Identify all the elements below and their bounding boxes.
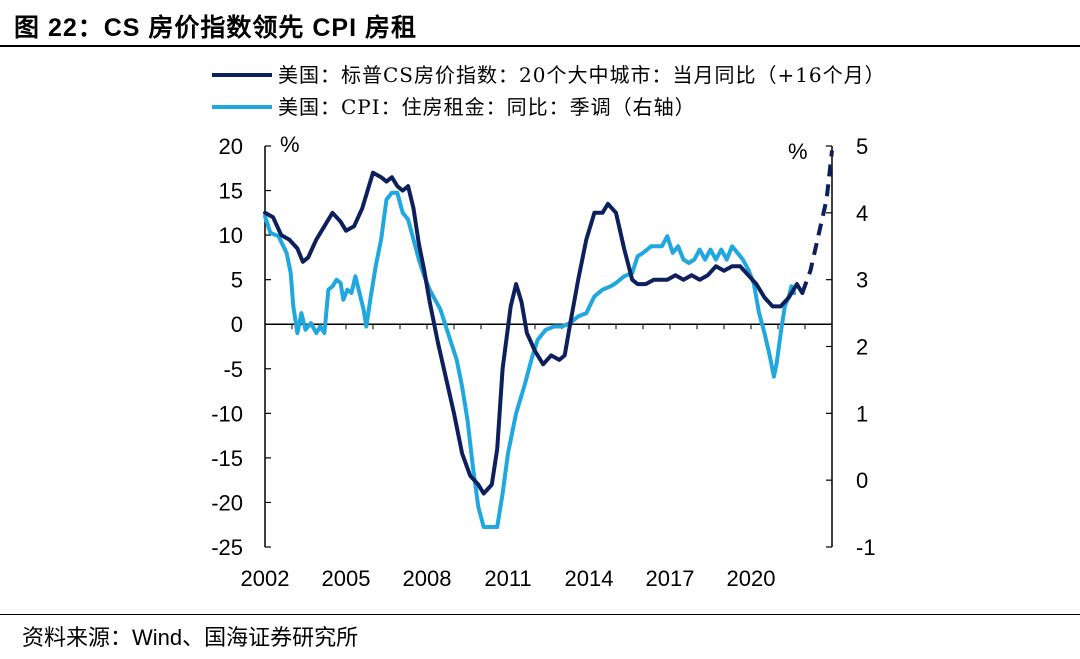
- right-tick-label: 2: [856, 335, 868, 360]
- right-tick-label: 0: [856, 468, 868, 493]
- legend-label-case-shiller: 美国：标普CS房价指数：20个大中城市：当月同比（+16个月）: [278, 63, 886, 87]
- left-tick-label: -15: [211, 446, 243, 471]
- legend: 美国：标普CS房价指数：20个大中城市：当月同比（+16个月） 美国：CPI：住…: [212, 63, 886, 119]
- left-tick-label: -10: [211, 401, 243, 426]
- title-rule: [0, 45, 1080, 47]
- chart-title: 图 22：CS 房价指数领先 CPI 房租: [14, 14, 417, 42]
- right-tick-label: 5: [856, 134, 868, 159]
- x-tick-label: 2017: [646, 566, 695, 591]
- left-tick-label: 10: [219, 223, 243, 248]
- x-axis-ticks: 2002 2005 2008 2011 2014 2017 2020: [241, 324, 833, 591]
- left-tick-label: -5: [223, 357, 243, 382]
- right-tick-label: 4: [856, 201, 868, 226]
- right-tick-label: 3: [856, 268, 868, 293]
- source-note: 资料来源：Wind、国海证券研究所: [22, 625, 359, 650]
- x-tick-label: 2002: [241, 566, 290, 591]
- right-tick-label: 1: [856, 401, 868, 426]
- right-axis-unit: %: [788, 139, 808, 164]
- series-layer: [263, 150, 834, 529]
- right-tick-label: -1: [856, 535, 876, 560]
- left-tick-label: 20: [219, 134, 243, 159]
- left-tick-label: 0: [231, 312, 243, 337]
- legend-label-cpi-rent: 美国：CPI：住房租金：同比：季调（右轴）: [278, 95, 696, 119]
- series-line-cpi-rent: [263, 190, 797, 529]
- left-axis-ticks: 20 15 10 5 0 -5 -10 -15 -20 -25: [211, 134, 271, 560]
- series-line-case-shiller-projection: [800, 150, 834, 294]
- left-tick-label: 15: [219, 179, 243, 204]
- left-tick-label: -25: [211, 535, 243, 560]
- x-tick-label: 2005: [322, 566, 371, 591]
- x-tick-label: 2014: [565, 566, 614, 591]
- left-tick-label: -20: [211, 490, 243, 515]
- left-tick-label: 5: [231, 268, 243, 293]
- source-rule: [0, 614, 1080, 615]
- left-axis-unit: %: [280, 132, 300, 157]
- x-tick-label: 2008: [403, 566, 452, 591]
- x-tick-label: 2011: [484, 566, 531, 591]
- series-line-case-shiller: [263, 170, 805, 496]
- x-tick-label: 2020: [727, 566, 776, 591]
- right-axis-ticks: 5 4 3 2 1 0 -1: [826, 134, 876, 560]
